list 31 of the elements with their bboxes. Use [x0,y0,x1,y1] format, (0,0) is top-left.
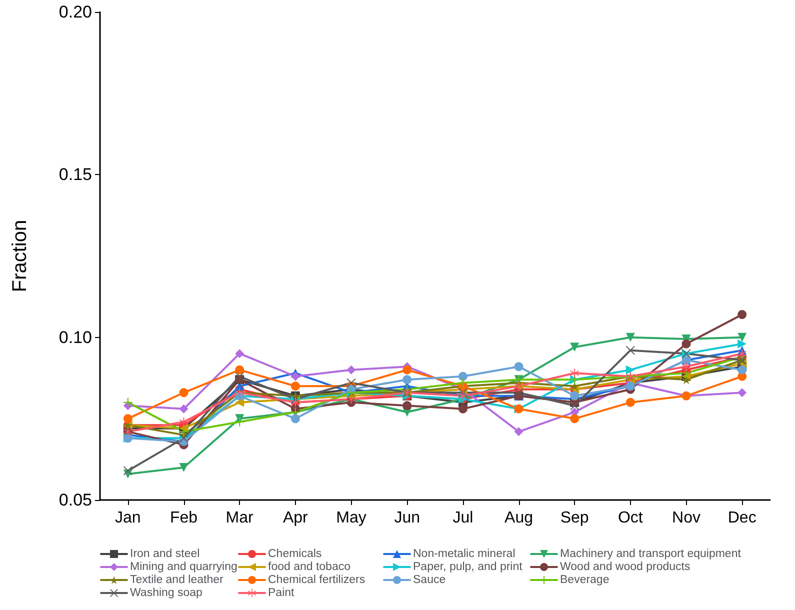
x-tick-label: Feb [170,510,198,526]
legend-label: Iron and steel [130,548,200,560]
legend-label: Beverage [560,574,610,586]
x-tick-label: Jul [452,510,474,526]
x-tick-label: Jun [394,510,420,526]
x-tick-label: Mar [226,510,254,526]
x-tick-label: Jan [115,510,141,526]
x-tick-label: Sep [560,510,589,526]
y-tick-label: 0.20 [58,2,92,22]
legend-label: Textile and leather [130,574,224,586]
legend-label: food and tobaco [268,561,350,573]
x-tick-label: May [336,510,366,526]
x-tick-label: Dec [728,510,756,526]
x-tick-label: Aug [504,510,533,526]
y-tick-label: 0.15 [58,165,92,184]
x-tick-label: Oct [618,510,644,526]
legend-label: Paint [268,587,296,599]
legend-label: Mining and quarrying [130,561,238,573]
y-tick-label: 0.10 [58,328,92,347]
y-tick-label: 0.05 [58,490,92,510]
legend-label: Machinery and transport equipment [560,548,742,560]
legend-label: Chemicals [268,548,322,560]
y-axis-title: Fraction [9,220,31,292]
legend-label: Wood and wood products [560,561,690,573]
legend-label: Non-metalic mineral [413,548,516,560]
legend-label: Chemical fertilizers [268,574,366,586]
legend-label: Washing soap [130,587,202,599]
x-tick-label: Nov [672,510,700,526]
legend-label: Paper, pulp, and print [413,561,524,573]
x-tick-label: Apr [282,510,309,526]
legend-label: Sauce [413,574,446,586]
